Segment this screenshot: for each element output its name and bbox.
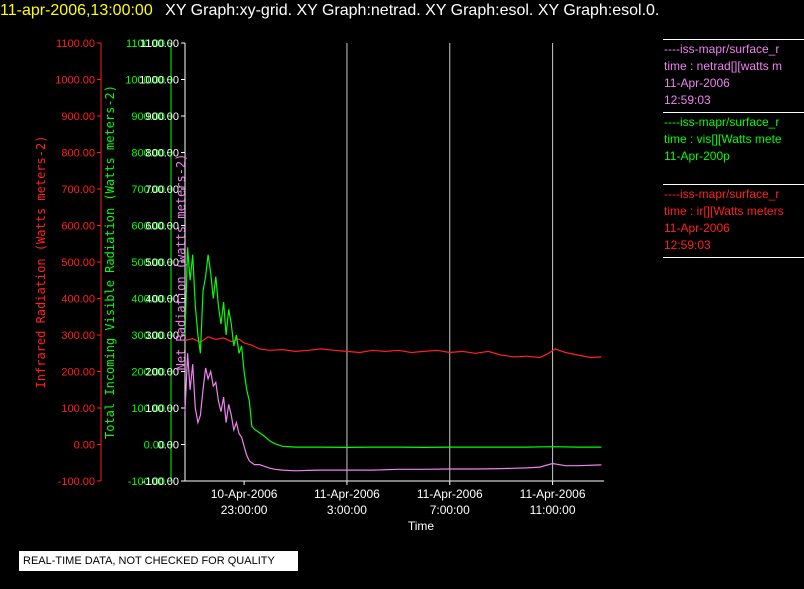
x-tick-label-2-b: 7:00:00 — [430, 503, 470, 517]
y-tick-label-2-0: -100.00 — [142, 476, 179, 488]
labels-layer: -100.00 0.00 100.00 200.00 300.00 400.00 500.0… — [34, 38, 586, 533]
legend-line: time : netrad[][watts m — [664, 59, 783, 73]
y-tick-label-2-9: 800.00 — [145, 148, 179, 160]
x-tick-label-1-b: 3:00:00 — [327, 503, 367, 517]
header-datetime: 11-apr-2006,13:00:00 — [0, 2, 153, 19]
x-tick-label-3-a: 11-Apr-2006 — [520, 487, 586, 501]
y-tick-label-2-8: 700.00 — [145, 184, 179, 196]
y-tick-label-1-3: 200.00 — [131, 367, 165, 379]
y-tick-label-2-1: 0.00 — [158, 440, 179, 452]
legend-separator-2 — [663, 184, 804, 185]
y-tick-label-2-5: 400.00 — [145, 294, 179, 306]
y-tick-label-1-12: 1100.00 — [126, 38, 165, 50]
y-tick-label-1-2: 100.00 — [131, 403, 165, 415]
x-tick-label-2-a: 11-Apr-2006 — [417, 487, 483, 501]
y-tick-label-2-2: 100.00 — [145, 403, 179, 415]
grid-layer — [346, 43, 554, 481]
series-line-netrad — [184, 353, 602, 472]
y-tick-label-2-6: 500.00 — [145, 257, 179, 269]
legend-line: ----iss-mapr/surface_r — [664, 42, 780, 56]
x-tick-label-1-a: 11-Apr-2006 — [314, 487, 380, 501]
series-layer — [184, 247, 602, 472]
y-tick-label-2-11: 1000.00 — [139, 75, 179, 87]
y-tick-label-0-8: 700.00 — [61, 184, 95, 196]
y-tick-label-1-10: 900.00 — [131, 111, 165, 123]
legend-line: ----iss-mapr/surface_r — [664, 115, 780, 129]
y-tick-label-1-9: 800.00 — [131, 148, 165, 160]
quality-note: REAL-TIME DATA, NOT CHECKED FOR QUALITY — [19, 551, 298, 571]
y-tick-label-2-3: 200.00 — [145, 367, 179, 379]
y-tick-label-0-12: 1100.00 — [56, 38, 95, 50]
y-tick-label-2-10: 900.00 — [145, 111, 179, 123]
x-tick-label-0-b: 23:00:00 — [221, 503, 268, 517]
y-tick-label-1-5: 400.00 — [131, 294, 165, 306]
y-tick-label-0-4: 300.00 — [61, 330, 95, 342]
y-tick-label-1-6: 500.00 — [131, 257, 165, 269]
x-tick-label-0-a: 10-Apr-2006 — [211, 487, 278, 501]
y-tick-label-1-1: 0.00 — [144, 440, 165, 452]
y-axis-label-1: Total Incoming Visible Radiation (Watts … — [103, 85, 117, 439]
y-tick-label-0-6: 500.00 — [61, 257, 95, 269]
y-tick-label-2-12: 1100.00 — [140, 38, 179, 50]
y-tick-label-0-5: 400.00 — [61, 294, 95, 306]
x-axis-label: Time — [408, 519, 435, 533]
legend-line: 12:59:03 — [664, 238, 711, 252]
legend-line: 12:59:03 — [664, 93, 711, 107]
y-tick-label-2-7: 600.00 — [145, 221, 179, 233]
legend-separator-end — [663, 257, 804, 258]
header-graphs: XY Graph:xy-grid. XY Graph:netrad. XY Gr… — [165, 2, 660, 19]
legend-line: ----iss-mapr/surface_r — [664, 187, 780, 201]
series-line-ir — [184, 336, 602, 359]
y-tick-label-0-0: -100.00 — [58, 476, 95, 488]
legend-line: 11-Apr-2006 — [664, 221, 730, 235]
legend-separator-1 — [663, 112, 804, 113]
y-tick-label-0-9: 800.00 — [61, 148, 95, 160]
legend-line: 11-Apr-2006 — [664, 76, 730, 90]
y-tick-label-2-4: 300.00 — [145, 330, 179, 342]
y-axis-label-2: Net Radiation (watts meters-2) — [174, 154, 188, 371]
y-tick-label-1-8: 700.00 — [131, 184, 165, 196]
y-tick-label-0-3: 200.00 — [61, 367, 95, 379]
y-tick-label-0-2: 100.00 — [61, 403, 95, 415]
y-tick-label-1-0: -100.00 — [128, 476, 165, 488]
legend-separator-0 — [663, 39, 804, 40]
header-title: 11-apr-2006,13:00:00 XY Graph:xy-grid. X… — [0, 2, 659, 20]
y-tick-label-1-7: 600.00 — [131, 221, 165, 233]
legend-line: time : ir[][Watts meters — [664, 204, 784, 218]
series-line-vis — [184, 247, 602, 449]
legend-line: time : vis[][Watts mete — [664, 132, 782, 146]
x-tick-label-3-b: 11:00:00 — [530, 503, 576, 517]
y-axis-label-0: Infrared Radiation (Watts meters-2) — [34, 136, 48, 389]
legend-line: 11-Apr-200p — [664, 149, 730, 163]
y-tick-label-1-4: 300.00 — [131, 330, 165, 342]
y-tick-label-0-10: 900.00 — [61, 111, 95, 123]
y-tick-label-0-7: 600.00 — [61, 221, 95, 233]
y-tick-label-1-11: 1000.00 — [125, 75, 165, 87]
y-tick-label-0-11: 1000.00 — [55, 75, 95, 87]
y-tick-label-0-1: 0.00 — [74, 440, 95, 452]
